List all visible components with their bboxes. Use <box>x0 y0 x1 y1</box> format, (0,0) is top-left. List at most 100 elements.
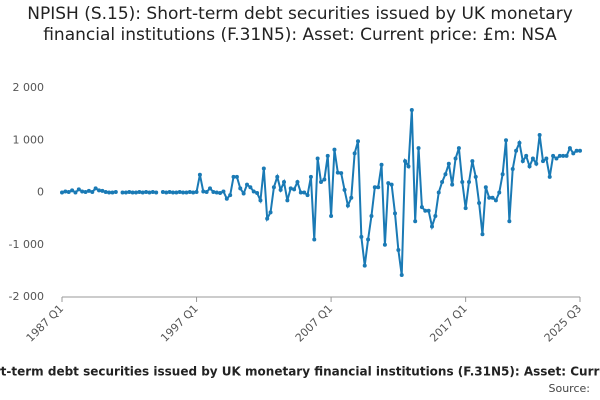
point <box>103 189 108 194</box>
point <box>130 190 135 195</box>
point <box>446 161 451 166</box>
point <box>218 191 223 196</box>
point <box>282 180 286 185</box>
point <box>551 153 556 158</box>
point <box>467 180 471 185</box>
point <box>80 189 85 194</box>
point <box>396 247 401 252</box>
point <box>248 185 253 190</box>
point <box>554 156 559 161</box>
point <box>83 189 88 194</box>
point <box>204 189 209 194</box>
point <box>110 190 115 195</box>
point <box>90 189 95 194</box>
point <box>463 206 468 211</box>
point <box>342 187 347 192</box>
point <box>426 208 431 213</box>
point <box>66 189 71 194</box>
point <box>520 159 525 164</box>
point <box>167 189 172 194</box>
point <box>382 242 387 247</box>
point <box>497 190 502 195</box>
point <box>477 200 482 205</box>
point <box>164 190 169 195</box>
point <box>228 193 233 198</box>
point <box>470 159 475 164</box>
point <box>268 210 273 215</box>
point <box>214 190 219 195</box>
point <box>393 211 397 216</box>
point <box>578 148 582 153</box>
point <box>372 185 377 190</box>
point <box>278 187 283 192</box>
point <box>416 146 421 151</box>
point <box>302 190 307 195</box>
point <box>450 182 455 187</box>
point <box>490 195 495 200</box>
point <box>352 151 357 156</box>
point <box>231 174 236 179</box>
x-tick-label: 1997 Q1 <box>158 302 201 345</box>
point <box>127 189 132 194</box>
point <box>403 159 408 164</box>
point <box>93 186 98 191</box>
x-tick-label: 1987 Q1 <box>24 302 67 345</box>
point <box>504 138 508 143</box>
point <box>406 164 411 169</box>
point <box>140 190 145 195</box>
point <box>97 188 101 193</box>
point <box>177 189 182 194</box>
point <box>524 153 529 158</box>
point <box>413 219 418 224</box>
point <box>356 139 360 144</box>
point <box>507 219 512 224</box>
point <box>419 205 424 210</box>
point <box>480 232 485 237</box>
point <box>144 189 149 194</box>
point <box>150 189 155 194</box>
point <box>436 190 441 195</box>
point <box>386 181 391 186</box>
point <box>86 188 91 193</box>
point <box>487 195 492 200</box>
point <box>500 172 505 177</box>
point <box>224 196 229 201</box>
point <box>100 188 105 193</box>
point <box>339 171 344 176</box>
point <box>544 156 549 161</box>
point <box>194 189 199 194</box>
point <box>329 214 334 219</box>
point <box>362 263 367 268</box>
point <box>345 203 350 208</box>
point <box>574 148 579 153</box>
point <box>120 190 125 195</box>
x-axis-label: NPISH (S.15): Short-term debt securities… <box>0 365 600 379</box>
point <box>285 198 290 203</box>
point <box>184 190 189 195</box>
point <box>123 190 128 195</box>
point <box>541 159 545 164</box>
point <box>433 214 438 219</box>
point <box>261 166 266 171</box>
point <box>305 193 310 198</box>
point <box>473 174 478 179</box>
point <box>571 151 576 156</box>
point <box>238 186 243 191</box>
point <box>561 153 566 158</box>
point <box>527 164 532 169</box>
point <box>399 273 404 278</box>
point <box>440 180 445 185</box>
point <box>201 189 206 194</box>
point <box>547 174 552 179</box>
point <box>187 189 192 194</box>
point <box>137 189 142 194</box>
point <box>537 133 542 138</box>
point <box>174 190 179 195</box>
point <box>221 189 226 194</box>
point <box>322 177 327 182</box>
point <box>335 170 340 175</box>
point <box>359 234 364 239</box>
point <box>530 156 535 161</box>
point <box>292 187 297 192</box>
point <box>63 189 68 194</box>
